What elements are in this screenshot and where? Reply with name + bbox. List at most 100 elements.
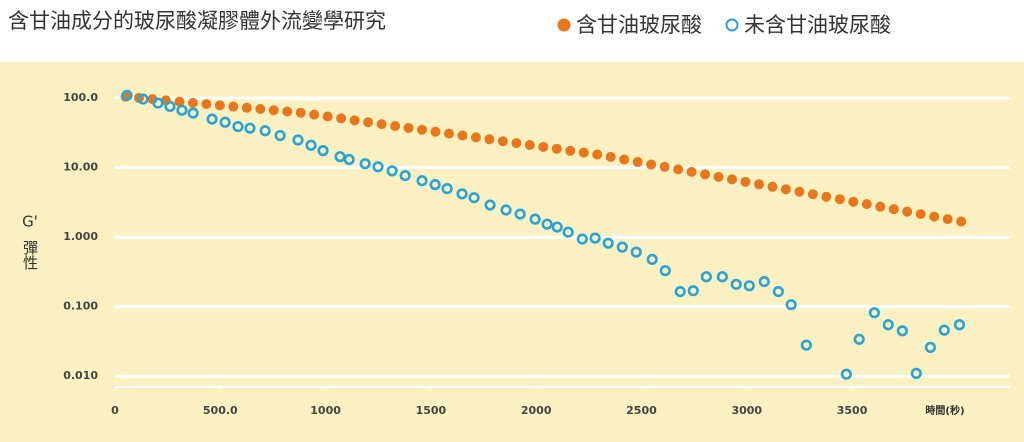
data-point [896,325,908,337]
data-point [363,117,374,128]
data-point [430,126,441,137]
data-point [915,209,926,220]
data-point [758,275,770,288]
data-point [403,122,414,133]
data-point [511,138,522,149]
data-point [875,201,886,212]
data-point [259,125,271,137]
data-point [228,101,239,112]
data-point [619,154,630,165]
data-point [646,159,657,170]
data-point [484,134,495,145]
data-point [441,183,453,195]
data-point [740,176,751,187]
data-point [882,319,894,331]
data-point [416,175,428,187]
data-point [187,97,198,108]
data-point [551,143,562,154]
data-point [700,271,712,283]
data-point [376,119,387,130]
data-point [686,166,697,177]
data-point [305,139,317,151]
data-point [772,285,784,298]
data-point [174,96,185,107]
y-tick-label: 100.0 [63,91,98,104]
data-point [794,186,805,197]
data-point [429,179,441,191]
data-point [443,128,454,139]
data-point [268,105,279,116]
x-tick-label: 500.0 [203,404,238,417]
x-tick-label: 3500 [837,404,868,417]
data-point [456,188,468,200]
data-point [372,161,384,173]
data-point [956,216,967,227]
data-point [868,307,880,319]
data-point [484,199,496,211]
data-point [834,194,845,205]
data-point [565,145,576,156]
legend-label: 未含甘油玻尿酸 [744,13,891,37]
data-point [687,285,699,297]
data-point [659,265,671,277]
data-point [616,241,628,253]
data-point [551,221,563,233]
data-point [255,104,266,115]
data-point [538,141,549,152]
data-point [164,100,176,113]
data-point [953,319,966,331]
data-point [121,89,133,101]
y-axis-label: G' [22,213,38,231]
data-point [576,233,588,245]
data-point [578,147,589,158]
y-axis-label: 彈性 [21,240,39,270]
data-point [592,149,603,160]
data-point [848,196,859,207]
data-point [500,204,512,216]
data-point [417,124,428,135]
data-point [244,122,256,134]
data-point [529,213,541,225]
data-point [292,134,304,146]
data-point [938,324,950,336]
data-point [468,192,480,204]
legend-marker [557,18,571,32]
data-point [630,246,642,258]
legend-marker [725,18,739,32]
data-point [840,368,852,380]
x-tick-label: 2500 [626,404,657,417]
data-point [780,184,791,195]
data-point [187,107,199,119]
y-tick-label: 0.100 [63,300,98,313]
data-point [399,169,411,182]
plot-background [0,62,1024,442]
x-tick-label: 1000 [310,404,341,417]
x-axis-label: 時間(秒) [925,404,964,417]
data-point [713,171,724,182]
data-point [674,285,686,298]
data-point [888,204,899,215]
data-point [457,130,468,141]
data-point [767,181,778,192]
data-point [219,116,231,128]
data-point [902,206,913,217]
data-point [359,158,371,170]
data-point [659,161,670,172]
data-point [309,109,320,120]
data-point [470,132,481,143]
data-point [910,367,922,379]
data-point [853,333,865,345]
data-point [201,99,212,110]
legend-label: 含甘油玻尿酸 [576,13,702,37]
chart-title: 含甘油成分的玻尿酸凝膠體外流變學研究 [8,9,386,33]
data-point [390,120,401,131]
data-point [386,165,398,177]
data-point [800,339,812,351]
data-point [317,145,329,157]
data-point [924,341,936,353]
data-point [743,280,755,292]
data-point [322,111,333,122]
data-point [232,120,244,133]
data-point [929,211,940,222]
data-point [274,129,286,142]
